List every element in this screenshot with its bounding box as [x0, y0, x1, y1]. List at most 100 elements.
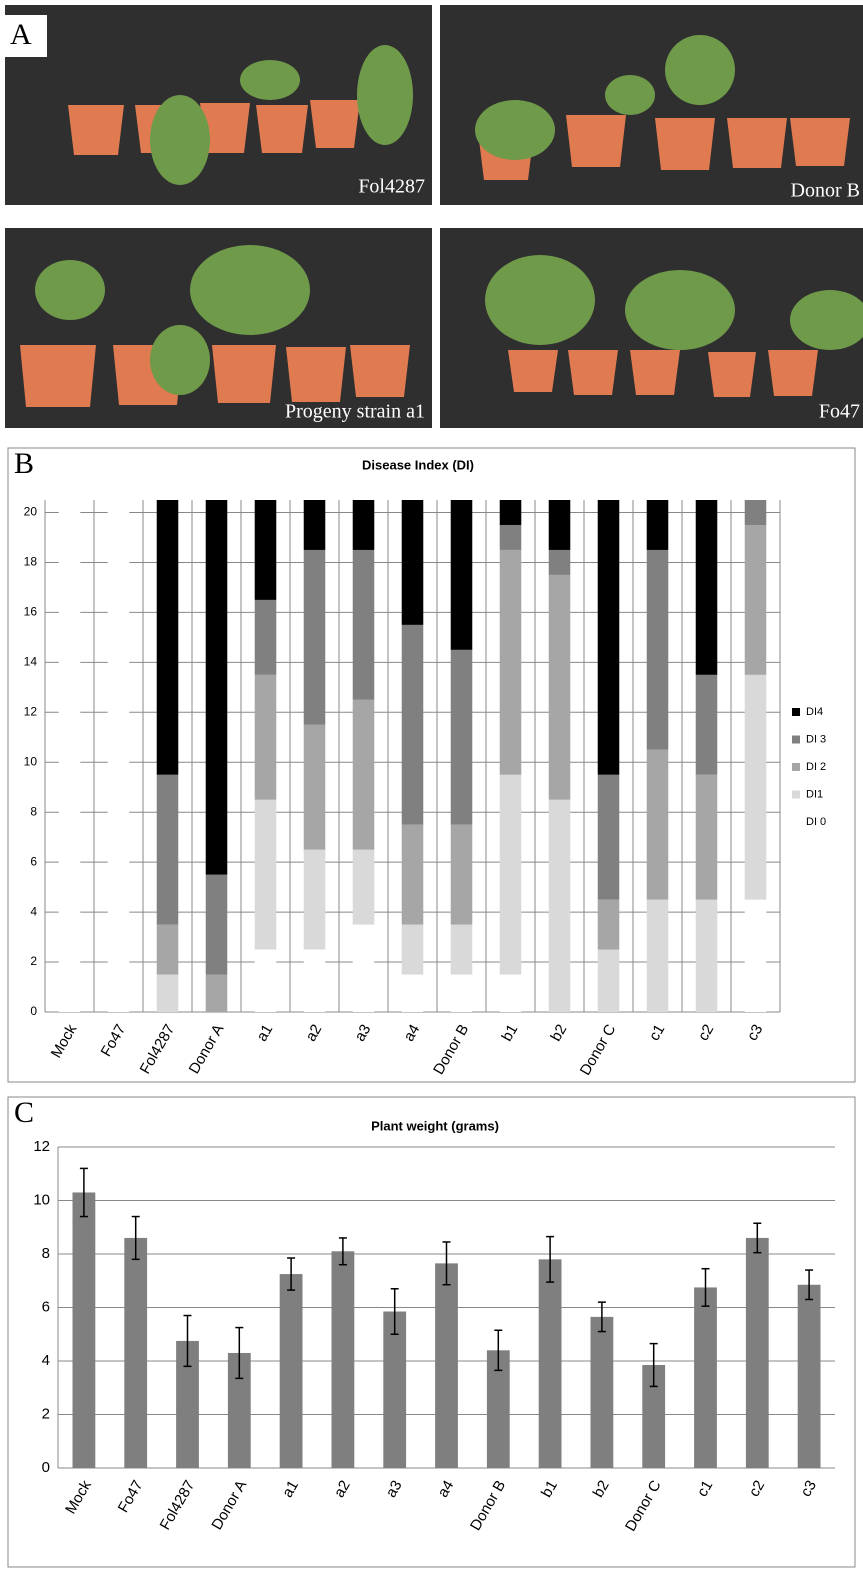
bar-segment — [647, 500, 669, 550]
legend-swatch — [792, 736, 800, 744]
y-tick-label: 10 — [24, 754, 38, 768]
y-tick-label: 20 — [24, 505, 38, 519]
figure: A Fol4287 Donor B Progeny strain a1 Fo47… — [0, 0, 863, 1575]
y-tick-label: 16 — [24, 605, 38, 619]
y-tick-label: 4 — [42, 1352, 50, 1369]
bar-segment — [549, 500, 571, 550]
chart-title: Plant weight (grams) — [371, 1118, 499, 1133]
panel-frame — [8, 448, 855, 1082]
bar-segment — [598, 900, 620, 950]
bar-segment — [402, 625, 424, 825]
y-tick-label: 12 — [33, 1138, 50, 1155]
photo-caption: Fol4287 — [358, 176, 425, 198]
bar-segment — [745, 675, 767, 900]
bar — [280, 1274, 303, 1468]
bar-segment — [451, 825, 473, 925]
bar-segment — [402, 925, 424, 975]
y-tick-label: 0 — [42, 1459, 50, 1476]
x-tick-label: Donor A — [186, 1021, 228, 1076]
legend-label: DI1 — [806, 788, 823, 800]
bar-segment — [647, 550, 669, 750]
bar-segment — [598, 950, 620, 1012]
panel-label: C — [14, 1096, 34, 1129]
bar-segment — [647, 900, 669, 1012]
bar-segment — [451, 650, 473, 825]
x-tick-label: c3 — [744, 1021, 767, 1043]
bar — [73, 1192, 96, 1468]
bar-segment — [500, 525, 522, 550]
bar — [124, 1238, 147, 1468]
y-tick-label: 4 — [30, 904, 37, 918]
bar-segment — [304, 550, 326, 725]
bar-segment — [353, 550, 375, 700]
bar-segment — [745, 500, 767, 525]
legend-swatch — [792, 818, 800, 826]
bar-segment — [255, 675, 277, 800]
x-tick-label: b1 — [498, 1021, 521, 1044]
legend-label: DI 2 — [806, 761, 826, 773]
x-tick-label: b1 — [538, 1477, 561, 1500]
bar-segment — [353, 850, 375, 925]
bar-segment — [696, 500, 718, 675]
bar-segment — [157, 775, 179, 925]
bar — [798, 1285, 821, 1468]
x-tick-label: a4 — [400, 1021, 423, 1044]
bar — [746, 1238, 769, 1468]
bar-segment — [255, 950, 277, 1012]
bar-segment — [647, 750, 669, 900]
bar-segment — [157, 500, 179, 775]
bar-segment — [59, 500, 81, 1012]
y-tick-label: 6 — [30, 854, 37, 868]
legend-swatch — [792, 763, 800, 771]
bar-segment — [402, 500, 424, 625]
bar-segment — [255, 600, 277, 675]
x-tick-label: a3 — [383, 1477, 406, 1500]
y-tick-label: 6 — [42, 1298, 50, 1315]
bar-segment — [451, 925, 473, 975]
bar-segment — [304, 850, 326, 950]
x-tick-label: c2 — [746, 1477, 769, 1499]
x-tick-label: Donor C — [577, 1021, 620, 1078]
x-tick-label: a2 — [331, 1477, 354, 1500]
bar-segment — [745, 900, 767, 1012]
x-tick-label: a2 — [302, 1021, 325, 1044]
x-tick-label: a1 — [253, 1021, 276, 1044]
bar-segment — [500, 775, 522, 975]
photo-caption: Progeny strain a1 — [285, 401, 425, 423]
y-tick-label: 8 — [30, 804, 37, 818]
bar-segment — [353, 925, 375, 1012]
bar-segment — [353, 500, 375, 550]
y-tick-label: 18 — [24, 555, 38, 569]
x-tick-label: b2 — [547, 1021, 570, 1044]
y-tick-label: 2 — [42, 1405, 50, 1422]
bar-segment — [451, 500, 473, 650]
bar-segment — [402, 825, 424, 925]
bar — [539, 1259, 562, 1468]
bar-segment — [304, 950, 326, 1012]
x-tick-label: Mock — [48, 1021, 81, 1061]
legend-swatch — [792, 791, 800, 799]
bar-segment — [255, 500, 277, 600]
bar-segment — [206, 975, 228, 1012]
bar-segment — [500, 550, 522, 775]
x-tick-label: Fol4287 — [157, 1477, 199, 1532]
bar — [694, 1287, 717, 1468]
y-tick-label: 2 — [30, 954, 37, 968]
bar-segment — [255, 800, 277, 950]
x-tick-label: c2 — [695, 1021, 718, 1043]
bar-segment — [598, 500, 620, 775]
bar-segment — [549, 550, 571, 575]
bar-segment — [157, 975, 179, 1012]
legend-swatch — [792, 708, 800, 716]
x-tick-label: Mock — [62, 1477, 95, 1517]
bar — [591, 1317, 614, 1468]
legend-label: DI4 — [806, 706, 823, 718]
bar-segment — [304, 500, 326, 550]
x-tick-label: Fo47 — [115, 1477, 147, 1515]
photo-caption: Fo47 — [819, 401, 860, 423]
bar — [435, 1263, 458, 1468]
chart-title: Disease Index (DI) — [362, 457, 474, 472]
legend-label: DI 3 — [806, 733, 826, 745]
bar-segment — [206, 500, 228, 875]
x-tick-label: c1 — [694, 1477, 717, 1499]
